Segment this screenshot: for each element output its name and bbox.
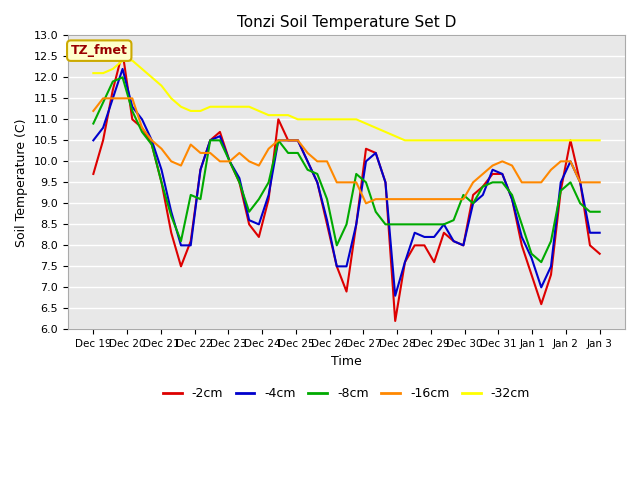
Line: -32cm: -32cm (93, 60, 600, 140)
-2cm (499, 171, 506, 177)
Title: Tonzi Soil Temperature Set D: Tonzi Soil Temperature Set D (237, 15, 456, 30)
Line: -2cm: -2cm (93, 52, 600, 321)
-2cm (118, 49, 126, 55)
-4cm (411, 230, 419, 236)
-4cm (392, 293, 399, 299)
-16cm (236, 150, 243, 156)
Line: -8cm: -8cm (93, 77, 600, 262)
-8cm (596, 209, 604, 215)
-8cm (90, 120, 97, 126)
-32cm (236, 104, 243, 109)
-32cm (430, 137, 438, 143)
-16cm (90, 108, 97, 114)
-16cm (401, 196, 409, 202)
-4cm (118, 66, 126, 72)
-32cm (440, 137, 448, 143)
-8cm (538, 259, 545, 265)
-32cm (499, 137, 506, 143)
-8cm (420, 221, 428, 227)
-4cm (499, 171, 506, 177)
-2cm (430, 259, 438, 265)
X-axis label: Time: Time (331, 355, 362, 368)
-32cm (118, 58, 126, 63)
-8cm (430, 221, 438, 227)
-4cm (440, 221, 448, 227)
-2cm (596, 251, 604, 257)
-8cm (236, 180, 243, 185)
-4cm (430, 234, 438, 240)
-8cm (401, 221, 409, 227)
-2cm (411, 242, 419, 248)
-16cm (499, 158, 506, 164)
-2cm (440, 230, 448, 236)
-4cm (90, 137, 97, 143)
-16cm (440, 196, 448, 202)
-32cm (596, 137, 604, 143)
-32cm (411, 137, 419, 143)
Line: -16cm: -16cm (93, 98, 600, 204)
-4cm (236, 175, 243, 181)
-32cm (90, 70, 97, 76)
-16cm (596, 180, 604, 185)
-4cm (596, 230, 604, 236)
-16cm (99, 96, 107, 101)
Text: TZ_fmet: TZ_fmet (71, 44, 128, 57)
-4cm (401, 259, 409, 265)
-32cm (392, 133, 399, 139)
-8cm (489, 180, 497, 185)
-2cm (401, 259, 409, 265)
-2cm (392, 318, 399, 324)
Line: -4cm: -4cm (93, 69, 600, 296)
-32cm (401, 137, 409, 143)
-8cm (118, 74, 126, 80)
Y-axis label: Soil Temperature (C): Soil Temperature (C) (15, 118, 28, 247)
-16cm (362, 201, 370, 206)
-16cm (411, 196, 419, 202)
-8cm (392, 221, 399, 227)
-2cm (236, 180, 243, 185)
-16cm (430, 196, 438, 202)
Legend: -2cm, -4cm, -8cm, -16cm, -32cm: -2cm, -4cm, -8cm, -16cm, -32cm (158, 383, 535, 406)
-2cm (90, 171, 97, 177)
